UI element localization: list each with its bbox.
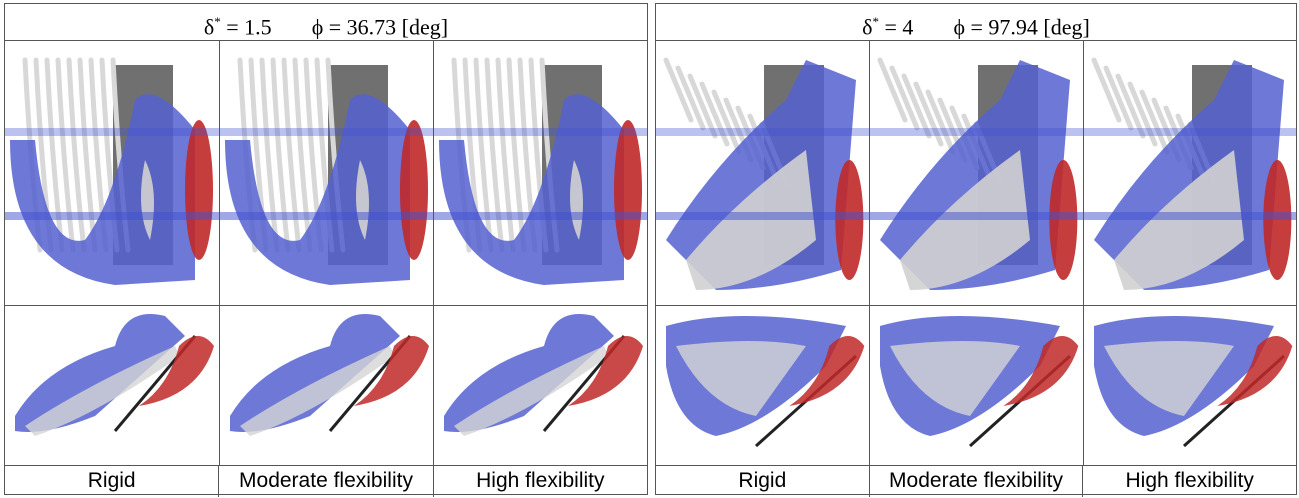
render-bottom [5, 305, 219, 436]
column-label: Moderate flexibility [868, 466, 1083, 497]
column-label: Rigid [738, 469, 787, 492]
render-top [656, 57, 870, 290]
vortex-tube [1139, 89, 1170, 155]
vortex-tube [687, 73, 718, 139]
vortex-tube [699, 81, 730, 147]
band [1083, 128, 1296, 136]
gray-vortex [890, 341, 1021, 416]
vortex-tube [66, 57, 87, 253]
band [656, 128, 870, 136]
band [220, 128, 433, 136]
vortex-tube [473, 57, 494, 253]
band [1083, 212, 1296, 220]
delta-sup: * [872, 14, 880, 29]
cells [5, 40, 647, 465]
render-top [5, 57, 219, 286]
vortex-tube [711, 89, 742, 155]
vortex-tube [1115, 73, 1146, 139]
panel-header: δ* = 4 ϕ = 97.94 [deg] [656, 4, 1296, 41]
render-top [1082, 40, 1296, 305]
vortex-tube [292, 57, 313, 253]
vortex-tube [1127, 81, 1158, 147]
vortex-tube [913, 81, 944, 147]
delta-value: = 1.5 [226, 14, 272, 40]
red-vortex [400, 120, 428, 260]
vortex-tube [270, 57, 291, 253]
vortex-tube [506, 57, 527, 253]
delta-symbol: δ [862, 14, 873, 40]
panel: δ* = 4 ϕ = 97.94 [deg] Rigid Moderate fle… [655, 3, 1297, 497]
gray-vortex [1103, 341, 1234, 416]
vortex-tube [281, 57, 302, 253]
band [656, 212, 870, 220]
vortex-tube [675, 65, 706, 131]
vortex-tube [77, 57, 98, 253]
vortex-tube [925, 89, 956, 155]
render-top [433, 40, 647, 305]
render-bottom [656, 305, 870, 448]
red-vortex [139, 336, 214, 406]
blue-vortex [230, 314, 400, 432]
red-vortex [568, 336, 643, 406]
vortex-tube [1103, 65, 1134, 131]
delta-symbol: δ [203, 14, 215, 40]
column-label: High flexibility [1082, 466, 1296, 497]
panel: δ* = 1.5 ϕ = 36.73 [deg] Rigid Moderate f… [4, 3, 648, 497]
gray-vortex [25, 346, 180, 436]
column-label: Moderate flexibility [218, 466, 432, 497]
band [220, 212, 433, 220]
render-bottom [869, 305, 1083, 465]
render-bottom [433, 305, 647, 465]
phi-value: ϕ = 36.73 [deg] [311, 14, 449, 40]
gray-vortex [676, 341, 806, 416]
vortex-tube [259, 57, 280, 253]
band [5, 128, 219, 136]
red-vortex [1216, 336, 1292, 406]
column-labels: Rigid Moderate flexibility High flexibil… [656, 465, 1296, 497]
red-vortex [614, 120, 642, 260]
gray-vortex [454, 346, 609, 436]
vortex-tube [495, 57, 516, 253]
phi-value: ϕ = 97.94 [deg] [953, 14, 1090, 40]
band [870, 128, 1083, 136]
band [434, 128, 647, 136]
band [5, 212, 219, 220]
panel-header: δ* = 1.5 ϕ = 36.73 [deg] [5, 4, 647, 41]
render-bottom [219, 305, 433, 465]
render-top [219, 40, 433, 305]
band [870, 212, 1083, 220]
vortex-tube [889, 65, 920, 131]
delta-sup: * [214, 14, 221, 29]
column-label: Rigid [87, 469, 136, 492]
column-label: High flexibility [432, 466, 647, 497]
column-labels: Rigid Moderate flexibility High flexibil… [5, 465, 647, 497]
vortex-tube [901, 73, 932, 139]
vortex-tube [44, 57, 65, 253]
blue-vortex [444, 314, 614, 432]
red-vortex [789, 336, 865, 406]
vortex-tube [484, 57, 505, 253]
vortex-tube [1091, 57, 1122, 123]
render-top [869, 40, 1083, 305]
gray-vortex [240, 346, 395, 436]
blue-vortex [15, 314, 185, 432]
red-vortex [1003, 336, 1079, 406]
vortex-tube [663, 57, 694, 123]
cells [656, 40, 1296, 465]
render-bottom [1082, 305, 1296, 465]
red-vortex [354, 336, 429, 406]
vortex-tube [55, 57, 76, 253]
band [434, 212, 647, 220]
vortex-tube [877, 57, 908, 123]
delta-value: = 4 [884, 14, 914, 40]
red-vortex [185, 120, 213, 260]
